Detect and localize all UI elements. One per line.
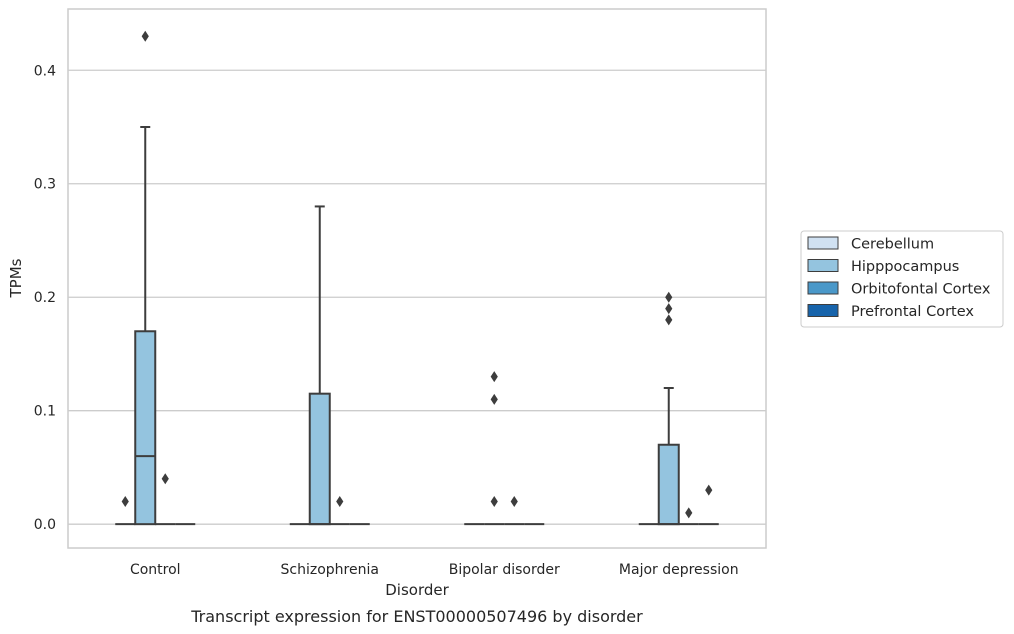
outlier-point-0 (121, 495, 129, 507)
legend-label-0: Cerebellum (851, 237, 934, 253)
outlier-point-2 (665, 314, 673, 326)
outlier-point-2 (490, 495, 498, 507)
box-1-0 (134, 30, 157, 526)
legend-label-2: Orbitofontal Cortex (851, 282, 991, 298)
legend-swatch-2 (807, 281, 839, 295)
y-tick-label-0: 0.0 (34, 517, 56, 533)
legend-label-3: Prefrontal Cortex (851, 304, 974, 320)
x-axis-label: Disorder (385, 581, 449, 599)
box-iqr (657, 443, 680, 526)
outlier-point-0 (141, 30, 149, 42)
outlier-point-0 (336, 495, 344, 507)
box-3-3 (698, 484, 719, 526)
box-0-0 (115, 495, 136, 526)
legend-frame (800, 230, 1004, 328)
box-iqr (134, 330, 157, 526)
y-tick-label-3: 0.3 (34, 177, 56, 193)
x-tick-label-3: Major depression (619, 562, 739, 578)
outlier-point-0 (161, 473, 169, 485)
outlier-point-0 (490, 371, 498, 383)
x-tick-label-0: Control (130, 562, 181, 578)
outlier-point-0 (705, 484, 713, 496)
legend-label-1: Hipppocampus (851, 259, 959, 275)
outlier-point-0 (685, 507, 693, 519)
box-1-2 (484, 371, 505, 526)
legend-swatch-3 (807, 304, 839, 317)
x-tick-labels: Control Schizophrenia Bipolar disorder Majo… (130, 562, 739, 578)
x-tick-label-1: Schizophrenia (281, 562, 379, 578)
y-tick-labels: 0.0 0.1 0.2 0.3 0.4 (34, 63, 56, 533)
box-series-group (115, 30, 719, 526)
legend: Cerebellum Hipppocampus Orbitofontal Corte… (800, 230, 1004, 328)
chart-caption: Transcript expression for ENST0000050749… (190, 607, 643, 626)
legend-swatch-1 (807, 259, 839, 272)
plot-frame (67, 8, 767, 549)
y-tick-label-2: 0.2 (34, 290, 56, 306)
outlier-point-1 (490, 393, 498, 405)
outlier-point-0 (665, 291, 673, 303)
box-2-3 (678, 507, 699, 526)
box-iqr (308, 392, 331, 526)
y-axis-label: TPMs (7, 258, 25, 298)
outlier-point-1 (665, 303, 673, 315)
box-2-1 (329, 495, 350, 526)
box-2-0 (155, 473, 176, 526)
outlier-point-0 (510, 495, 518, 507)
y-tick-label-1: 0.1 (34, 404, 56, 420)
box-2-2 (504, 495, 525, 526)
box-1-3 (657, 291, 680, 526)
x-tick-label-2: Bipolar disorder (449, 562, 560, 578)
box-1-1 (308, 205, 331, 526)
legend-swatch-0 (807, 236, 839, 250)
y-tick-label-4: 0.4 (34, 63, 56, 79)
